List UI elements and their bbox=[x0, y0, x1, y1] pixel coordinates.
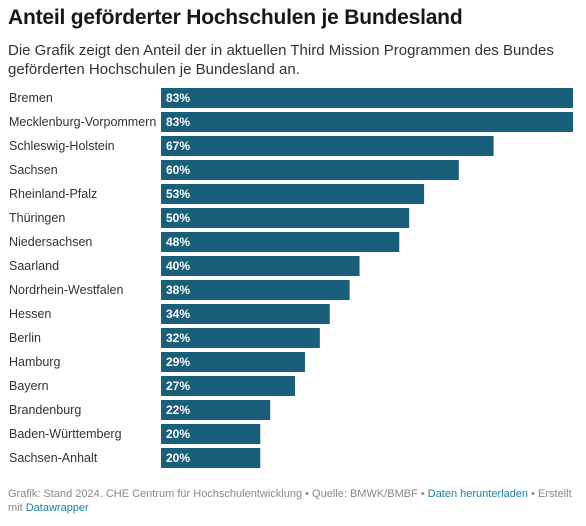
category-label: Berlin bbox=[9, 331, 41, 345]
datawrapper-link[interactable]: Datawrapper bbox=[25, 502, 89, 514]
bar-value-label: 20% bbox=[166, 451, 190, 465]
bar bbox=[161, 160, 459, 180]
bar-value-label: 40% bbox=[166, 259, 190, 273]
bar bbox=[161, 184, 425, 204]
bar bbox=[161, 280, 350, 300]
chart-footer: Grafik: Stand 2024. CHE Centrum für Hoch… bbox=[8, 487, 584, 515]
bar-value-label: 60% bbox=[166, 163, 190, 177]
bar-value-label: 67% bbox=[166, 139, 190, 153]
bar bbox=[161, 400, 271, 420]
bar-value-label: 83% bbox=[166, 115, 190, 129]
category-label: Sachsen-Anhalt bbox=[9, 451, 98, 465]
chart-subtitle: Die Grafik zeigt den Anteil der in aktue… bbox=[8, 42, 554, 78]
bar-value-label: 53% bbox=[166, 187, 190, 201]
footer-separator: • Erstellt mit bbox=[8, 488, 572, 514]
bar bbox=[161, 232, 400, 252]
category-label: Mecklenburg-Vorpommern bbox=[9, 115, 156, 129]
category-label: Thüringen bbox=[9, 211, 65, 225]
chart-title: Anteil geförderter Hochschulen je Bundes… bbox=[8, 6, 463, 29]
category-label: Bremen bbox=[9, 91, 53, 105]
bar-value-label: 83% bbox=[166, 91, 190, 105]
bar-value-label: 50% bbox=[166, 211, 190, 225]
category-label: Saarland bbox=[9, 259, 59, 273]
download-data-link[interactable]: Daten herunterladen bbox=[427, 488, 529, 500]
category-label: Rheinland-Pfalz bbox=[9, 187, 97, 201]
bar bbox=[161, 448, 261, 468]
bar bbox=[161, 328, 320, 348]
bar bbox=[161, 256, 360, 276]
bar-value-label: 27% bbox=[166, 379, 190, 393]
category-label: Brandenburg bbox=[9, 403, 81, 417]
bar-value-label: 22% bbox=[166, 403, 190, 417]
category-label: Baden-Württemberg bbox=[9, 427, 122, 441]
category-label: Niedersachsen bbox=[9, 235, 92, 249]
category-label: Hessen bbox=[9, 307, 51, 321]
bar bbox=[161, 112, 573, 132]
bar-value-label: 20% bbox=[166, 427, 190, 441]
category-label: Sachsen bbox=[9, 163, 58, 177]
footer-source-text: Grafik: Stand 2024. CHE Centrum für Hoch… bbox=[8, 488, 428, 500]
bar bbox=[161, 352, 305, 372]
bar-value-label: 38% bbox=[166, 283, 190, 297]
category-label: Nordrhein-Westfalen bbox=[9, 283, 123, 297]
category-label: Bayern bbox=[9, 379, 49, 393]
bar bbox=[161, 424, 261, 444]
bar-value-label: 32% bbox=[166, 331, 190, 345]
bar-value-label: 29% bbox=[166, 355, 190, 369]
category-label: Hamburg bbox=[9, 355, 60, 369]
category-label: Schleswig-Holstein bbox=[9, 139, 115, 153]
bar bbox=[161, 88, 573, 108]
bar bbox=[161, 304, 330, 324]
bar-chart: Bremen 83% Mecklenburg-Vorpommern 83% Schles… bbox=[9, 88, 573, 468]
bar bbox=[161, 376, 296, 396]
bar-value-label: 48% bbox=[166, 235, 190, 249]
bar bbox=[161, 208, 410, 228]
bar-value-label: 34% bbox=[166, 307, 190, 321]
bar bbox=[161, 136, 494, 156]
